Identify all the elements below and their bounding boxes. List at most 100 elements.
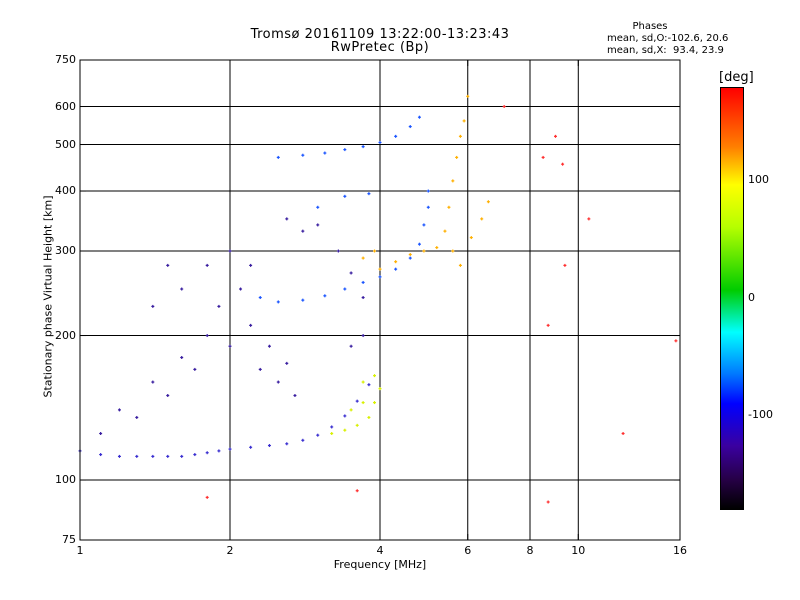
data-point [323, 151, 327, 155]
data-point [355, 489, 359, 493]
data-point [367, 383, 371, 387]
data-point [166, 394, 170, 398]
data-point [462, 119, 466, 123]
data-point [361, 401, 365, 405]
data-point [316, 205, 320, 209]
x-tick-label: 16 [673, 544, 687, 557]
data-point [553, 134, 557, 138]
data-point [135, 415, 139, 419]
data-point [316, 223, 320, 227]
data-point [343, 287, 347, 291]
data-points [78, 94, 678, 504]
data-point [205, 263, 209, 267]
data-point [361, 296, 365, 300]
data-point [267, 344, 271, 348]
chart-subtitle: RwPretec (Bp) [330, 40, 430, 55]
data-point [480, 217, 484, 221]
data-point [301, 438, 305, 442]
y-tick-label: 100 [55, 473, 76, 487]
data-point [486, 200, 490, 204]
data-point [426, 205, 430, 209]
y-axis-label: Stationary phase Virtual Height [km] [41, 195, 55, 398]
x-tick-label: 8 [526, 544, 534, 557]
data-point [378, 267, 382, 271]
data-point [458, 134, 462, 138]
x-tick-label: 1 [76, 544, 84, 557]
phases-title: Phases [632, 21, 668, 32]
data-point [546, 323, 550, 327]
x-axis-label: Frequency [MHz] [333, 558, 427, 571]
data-point [316, 433, 320, 437]
data-point [323, 294, 327, 298]
x-tick-label: 10 [571, 544, 586, 557]
data-point [502, 105, 506, 109]
data-point [361, 256, 365, 260]
axis-ticks [79, 59, 681, 541]
data-point [217, 304, 221, 308]
data-point [228, 344, 232, 348]
data-point [394, 260, 398, 264]
phase-colorbar [720, 87, 744, 510]
data-point [373, 374, 377, 378]
data-point [455, 155, 459, 159]
data-point [451, 179, 455, 183]
x-tick-label: 2 [226, 544, 234, 557]
data-point [422, 249, 426, 253]
data-point [193, 453, 197, 457]
y-tick-label: 500 [55, 137, 76, 151]
data-point [451, 249, 455, 253]
data-point [587, 217, 591, 221]
data-point [466, 94, 470, 98]
data-point [417, 242, 421, 246]
data-point [378, 140, 382, 144]
data-point [674, 339, 678, 343]
data-point [228, 447, 232, 451]
data-point [249, 263, 253, 267]
data-point [447, 205, 451, 209]
data-point [330, 425, 334, 429]
data-point [217, 449, 221, 453]
y-tick-label: 300 [55, 244, 76, 257]
chart-title: Tromsø 20161109 13:22:00-13:23:43 [250, 27, 510, 42]
data-point [330, 432, 334, 436]
data-point [563, 263, 567, 267]
data-point [180, 287, 184, 291]
data-point [361, 280, 365, 284]
data-point [458, 263, 462, 267]
data-point [249, 323, 253, 327]
grid-lines [80, 60, 680, 540]
data-point [151, 304, 155, 308]
data-point [301, 153, 305, 157]
data-point [276, 155, 280, 159]
data-point [367, 192, 371, 196]
colorbar-tick-label: -100 [748, 408, 773, 421]
data-point [343, 148, 347, 152]
data-point [193, 367, 197, 371]
data-point [293, 394, 297, 398]
data-point [99, 453, 103, 457]
data-point [285, 217, 289, 221]
data-point [408, 256, 412, 260]
data-point [355, 399, 359, 403]
data-point [258, 296, 262, 300]
data-point [435, 246, 439, 250]
data-point [228, 249, 232, 253]
data-point [422, 223, 426, 227]
x-tick-label: 4 [376, 544, 384, 557]
phase-stats-o: mean, sd,O:-102.6, 20.6 [607, 33, 729, 44]
data-point [355, 423, 359, 427]
data-point [205, 451, 209, 455]
data-point [349, 408, 353, 412]
data-point [343, 194, 347, 198]
data-point [267, 444, 271, 448]
data-point [417, 115, 421, 119]
data-point [408, 253, 412, 257]
data-point [117, 454, 121, 458]
y-tick-label: 200 [55, 328, 76, 342]
x-tick-label: 6 [464, 544, 472, 557]
data-point [349, 344, 353, 348]
data-point [469, 236, 473, 240]
colorbar-tick-label: 100 [748, 173, 769, 186]
data-point [361, 380, 365, 384]
